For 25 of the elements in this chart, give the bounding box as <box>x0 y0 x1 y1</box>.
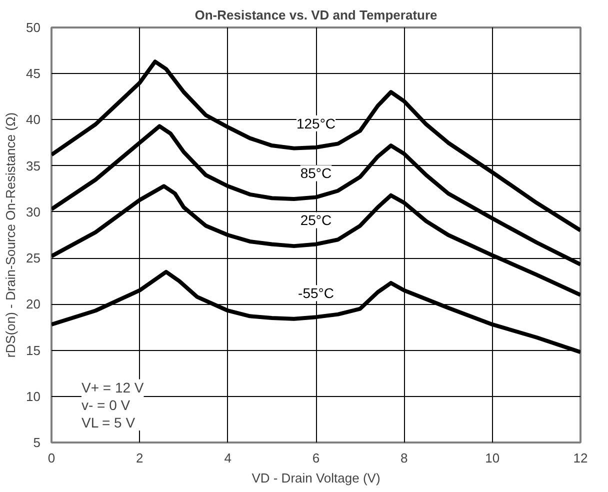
x-tick-label: 10 <box>485 450 500 466</box>
series-label: 85°C <box>300 165 332 182</box>
y-tick-label: 35 <box>26 158 41 174</box>
x-tick-label: 4 <box>224 450 232 466</box>
y-tick-label: 10 <box>26 388 41 404</box>
x-tick-label: 6 <box>312 450 320 466</box>
series-label: 25°C <box>300 212 332 228</box>
x-tick-label: 0 <box>48 450 56 466</box>
series-label: -55°C <box>298 285 334 302</box>
y-tick-label: 40 <box>26 112 41 128</box>
x-axis-title: VD - Drain Voltage (V) <box>252 470 380 486</box>
chart-title: On-Resistance vs. VD and Temperature <box>194 8 438 22</box>
x-tick-label: 12 <box>573 450 588 466</box>
y-tick-label: 25 <box>26 250 41 266</box>
x-tick-label: 2 <box>136 450 144 466</box>
y-tick-label: 45 <box>26 66 41 82</box>
y-axis-title: rDS(on) - Drain-Source On-Resistance (Ω) <box>3 112 18 358</box>
y-tick-label: 5 <box>33 435 41 450</box>
series-label: 125°C <box>296 115 336 132</box>
x-tick-label: 8 <box>400 450 408 466</box>
y-tick-label: 15 <box>26 342 41 358</box>
annotation: V+ = 12 V v- = 0 V VL = 5 V <box>82 379 144 430</box>
y-tick-label: 30 <box>26 204 41 220</box>
y-tick-label: 50 <box>26 20 41 35</box>
y-tick-label: 20 <box>26 296 41 312</box>
